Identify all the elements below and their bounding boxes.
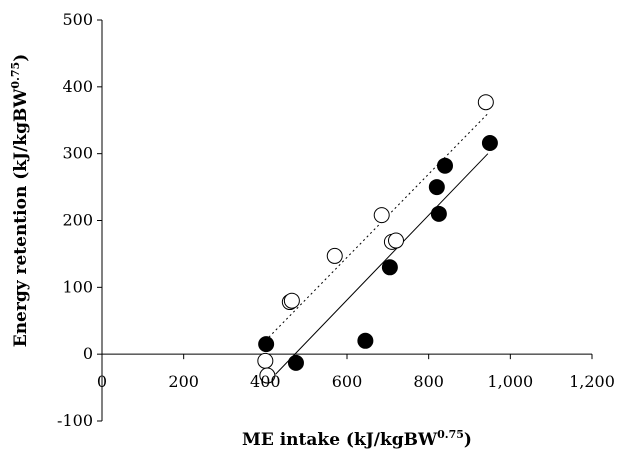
filled-series-trendline xyxy=(275,153,489,375)
filled-data-point xyxy=(481,134,498,151)
y-tick-label: -100 xyxy=(57,411,93,430)
filled-data-point xyxy=(357,332,374,349)
filled-data-point xyxy=(428,179,445,196)
y-tick-label: 500 xyxy=(62,10,93,29)
filled-data-point xyxy=(258,336,275,353)
open-data-point xyxy=(373,207,390,224)
x-axis-title: ME intake (kJ/kgBW0.75) xyxy=(242,428,472,450)
x-tick-label: 400 xyxy=(250,372,281,391)
y-tick-label: 200 xyxy=(62,211,93,230)
filled-data-point xyxy=(437,157,453,174)
y-tick-label: 100 xyxy=(62,277,93,296)
x-tick-label: 0 xyxy=(97,372,107,391)
open-data-point xyxy=(283,292,300,309)
x-tick-label: 1,200 xyxy=(569,372,615,391)
labels: -100 0 100 200 300 400 500 0 200 400 600 800 1,000 1,… xyxy=(9,10,615,450)
y-tick-label: 300 xyxy=(62,144,93,163)
filled-data-point xyxy=(287,354,304,371)
x-tick-label: 600 xyxy=(332,372,363,391)
x-tick-label: 800 xyxy=(413,372,444,391)
axes xyxy=(97,19,593,422)
filled-data-point xyxy=(381,259,398,276)
markers xyxy=(257,94,498,384)
x-tick-label: 200 xyxy=(168,372,199,391)
open-series-trendline xyxy=(264,113,489,342)
y-tick-label: 400 xyxy=(62,77,93,96)
open-data-point xyxy=(477,94,494,111)
open-data-point xyxy=(326,247,343,264)
y-axis-title: Energy retention (kJ/kgBW0.75) xyxy=(9,54,31,348)
x-tick-label: 1,000 xyxy=(487,372,533,391)
y-tick-label: 0 xyxy=(83,344,93,363)
open-data-point xyxy=(388,232,404,249)
fit-lines xyxy=(264,113,489,375)
open-data-point xyxy=(257,352,274,369)
open-data-point xyxy=(259,367,276,384)
filled-data-point xyxy=(430,205,447,222)
